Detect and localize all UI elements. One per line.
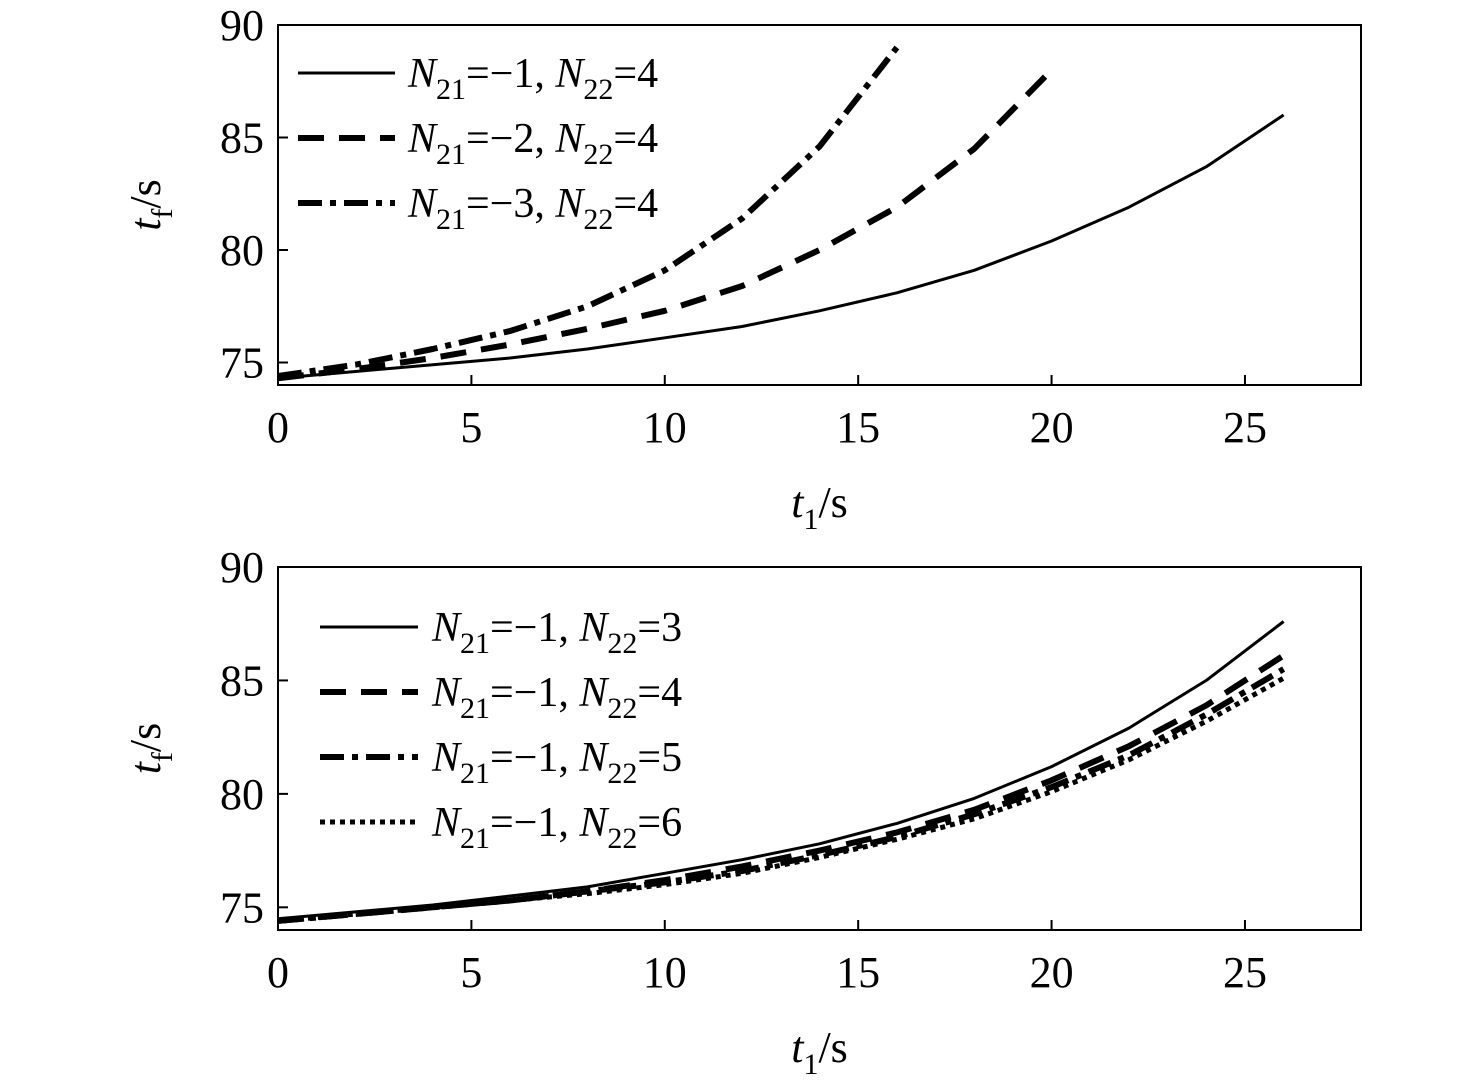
x-tick-label: 20 (1030, 948, 1074, 997)
x-tick-label: 15 (836, 403, 880, 452)
x-tick-label: 5 (460, 403, 482, 452)
y-tick-label: 90 (220, 1, 264, 50)
series-line-dashdot (277, 45, 900, 379)
y-axis-label: tf/s (121, 723, 179, 775)
x-tick-label: 15 (836, 948, 880, 997)
y-tick-label: 80 (220, 226, 264, 275)
x-tick-label: 5 (460, 948, 482, 997)
series-line-dashed (277, 67, 1054, 382)
x-axis-label: t1/s (791, 1023, 848, 1081)
x-axis-label: t1/s (791, 478, 848, 536)
legend-entry: N21=−1, N22=6 (431, 800, 682, 855)
legend-entry: N21=−2, N22=4 (407, 116, 658, 171)
series-line-solid (277, 113, 1285, 380)
x-tick-label: 0 (267, 403, 289, 452)
plot-frame (277, 24, 1362, 386)
series-line-solid (277, 620, 1285, 921)
legend: N21=−1, N22=3 N21=−1, N22=4 N21=−1, N22=5 N… (320, 605, 682, 855)
legend-entry: N21=−3, N22=4 (407, 181, 658, 236)
x-tick-label: 25 (1223, 948, 1267, 997)
legend-entry: N21=−1, N22=5 (431, 735, 682, 790)
y-tick-label: 75 (220, 339, 264, 388)
y-axis-label: tf/s (121, 179, 179, 231)
legend-entry: N21=−1, N22=3 (431, 605, 682, 660)
x-tick-label: 0 (267, 948, 289, 997)
legend-entry: N21=−1, N22=4 (431, 670, 682, 725)
y-tick-label: 85 (220, 656, 264, 705)
x-tick-label: 25 (1223, 403, 1267, 452)
series-line-dotted (277, 676, 1285, 924)
legend-entry: N21=−1, N22=4 (407, 51, 658, 106)
x-tick-label: 10 (643, 948, 687, 997)
y-tick-label: 85 (220, 114, 264, 163)
legend: N21=−1, N22=4 N21=−2, N22=4 N21=−3, N22=4 (298, 51, 658, 236)
series-line-dashdot (277, 666, 1286, 924)
y-tick-label: 75 (220, 883, 264, 932)
y-tick-label: 90 (220, 543, 264, 592)
series-line-dashed (277, 652, 1286, 924)
x-tick-label: 20 (1030, 403, 1074, 452)
x-tick-label: 10 (643, 403, 687, 452)
plot-frame (277, 566, 1362, 931)
y-tick-label: 80 (220, 770, 264, 819)
